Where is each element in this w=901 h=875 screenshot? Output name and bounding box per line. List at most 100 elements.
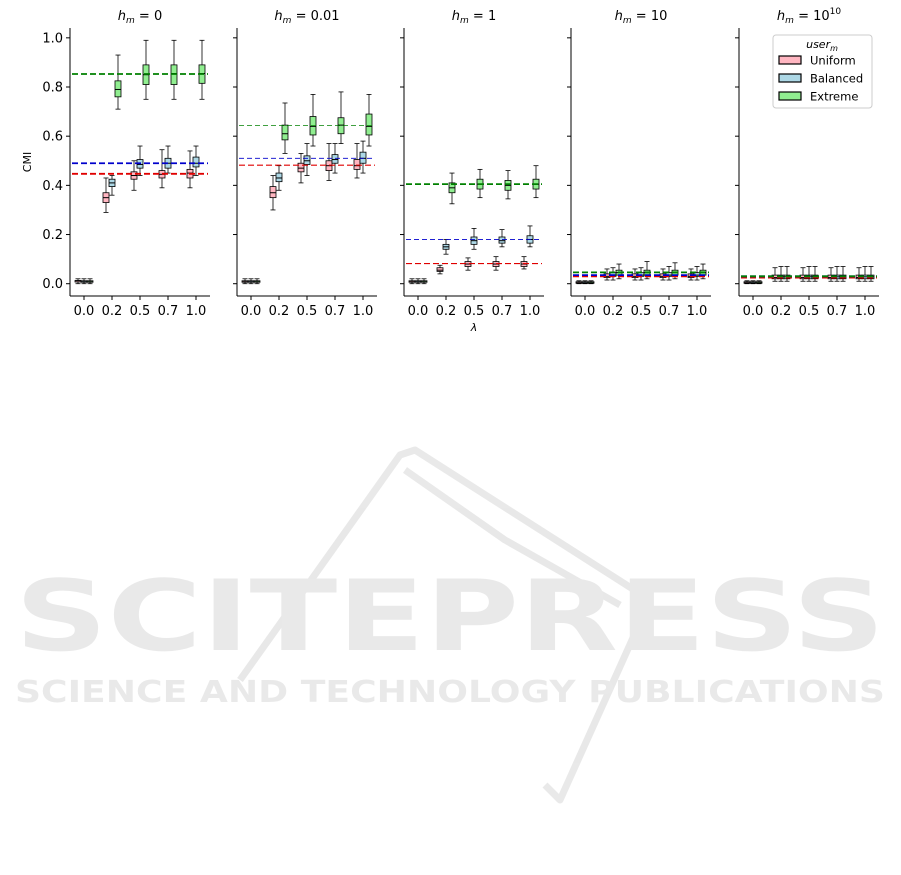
y-tick-label: 0.8: [42, 81, 63, 96]
box-uniform-1.0: [520, 256, 528, 270]
box-extreme-0.2: [783, 266, 791, 282]
box-uniform-0.7: [158, 149, 166, 189]
legend-label-uniform: Uniform: [810, 54, 856, 68]
x-tick-label: 1.0: [353, 304, 374, 319]
box-balanced-0.0: [247, 278, 255, 285]
box-extreme-0.2: [448, 172, 456, 205]
box-balanced-0.5: [136, 145, 144, 176]
panel-title-sub: m: [623, 16, 632, 26]
box-balanced-0.5: [470, 227, 478, 250]
box-iqr: [303, 155, 311, 165]
box-balanced-1.0: [526, 225, 534, 248]
box-balanced-0.2: [275, 165, 283, 191]
y-tick-label: 0.4: [42, 179, 63, 194]
box-balanced-0.2: [442, 239, 450, 255]
box-iqr: [297, 162, 305, 173]
x-tick-label: 0.2: [269, 304, 290, 319]
legend-label-balanced: Balanced: [810, 72, 863, 86]
y-tick-label: 0.2: [42, 228, 63, 243]
box-iqr: [281, 124, 289, 141]
box-extreme-0.5: [142, 39, 150, 100]
box-balanced-0.7: [164, 145, 172, 174]
box-extreme-0.5: [811, 266, 819, 282]
x-tick-label: 0.5: [631, 304, 652, 319]
box-uniform-0.7: [325, 143, 333, 181]
box-balanced-0.5: [805, 266, 813, 282]
x-tick-label: 0.7: [827, 304, 848, 319]
box-iqr: [359, 151, 367, 164]
box-balanced-0.7: [833, 266, 841, 282]
box-extreme-0.0: [420, 278, 428, 285]
box-uniform-1.0: [186, 150, 194, 189]
panel-title-base: h: [452, 9, 460, 24]
box-uniform-0.0: [241, 278, 249, 285]
box-iqr: [192, 156, 200, 168]
box-uniform-0.2: [771, 267, 779, 282]
box-iqr: [114, 80, 122, 98]
box-uniform-0.5: [799, 267, 807, 282]
panel-title: hm = 0.01: [274, 9, 339, 26]
panel-4: hm = 10 0.0 0.2 0.5 0.7 1.0: [567, 9, 711, 319]
x-tick-label: 1.0: [186, 304, 207, 319]
x-tick-label: 0.7: [659, 304, 680, 319]
x-tick-label: 0.2: [436, 304, 457, 319]
legend-frame: [772, 34, 873, 109]
box-balanced-0.2: [777, 266, 785, 282]
x-tick-label: 0.0: [241, 304, 262, 319]
box-iqr: [365, 113, 373, 136]
panel-title-sub: m: [785, 16, 794, 26]
x-tick-label: 0.0: [575, 304, 596, 319]
legend-title-sub: m: [830, 44, 838, 53]
box-extreme-0.2: [114, 54, 122, 110]
legend-swatch-uniform: [778, 55, 802, 65]
x-tick-label: 0.2: [603, 304, 624, 319]
box-uniform-0.0: [743, 280, 751, 285]
box-extreme-0.5: [309, 93, 317, 147]
y-axis-label: CMI: [21, 152, 34, 172]
box-uniform-0.5: [631, 268, 639, 281]
panel-title-rest: = 1: [469, 9, 496, 24]
watermark-sub: SCIENCE AND TECHNOLOGY PUBLICATIONS: [15, 675, 885, 710]
x-tick-label: 0.7: [492, 304, 513, 319]
box-uniform-0.0: [575, 280, 583, 285]
panel-title-sup: 10: [830, 7, 842, 17]
legend-title-base: user: [806, 38, 831, 51]
box-iqr: [331, 154, 339, 164]
panel-title: hm = 1010: [777, 7, 841, 26]
panel-title-sub: m: [126, 16, 135, 26]
box-iqr: [498, 236, 506, 244]
box-extreme-1.0: [198, 39, 206, 100]
box-balanced-0.0: [749, 280, 757, 285]
panel-title-rest: = 10: [632, 9, 668, 24]
x-tick-label: 0.2: [102, 304, 123, 319]
x-tick-label: 0.5: [130, 304, 151, 319]
box-balanced-1.0: [192, 145, 200, 176]
box-uniform-0.2: [436, 264, 444, 275]
panel-title: hm = 10: [615, 9, 668, 26]
x-tick-label: 0.5: [297, 304, 318, 319]
box-balanced-0.5: [637, 267, 645, 281]
box-iqr: [436, 267, 444, 272]
box-balanced-0.0: [80, 278, 88, 285]
legend-title: userm: [806, 38, 838, 53]
x-tick-label: 0.0: [408, 304, 429, 319]
box-iqr: [269, 186, 277, 199]
box-balanced-0.0: [414, 278, 422, 285]
box-extreme-0.7: [839, 266, 847, 282]
legend-swatch-balanced: [778, 73, 802, 83]
panel-title-base: h: [777, 9, 785, 24]
box-balanced-0.2: [108, 175, 116, 196]
panel-title: hm = 0: [118, 9, 162, 26]
x-tick-label: 0.0: [743, 304, 764, 319]
box-uniform-0.7: [827, 267, 835, 282]
x-tick-label: 0.7: [158, 304, 179, 319]
watermark: SCITEPRESS SCIENCE AND TECHNOLOGY PUBLIC…: [15, 446, 885, 804]
x-tick-label: 0.5: [464, 304, 485, 319]
box-balanced-1.0: [359, 140, 367, 174]
panel-title-base: h: [118, 9, 126, 24]
panel-title-sub: m: [283, 16, 292, 26]
x-tick-label: 1.0: [520, 304, 541, 319]
x-tick-label: 0.2: [771, 304, 792, 319]
box-balanced-0.7: [331, 143, 339, 174]
